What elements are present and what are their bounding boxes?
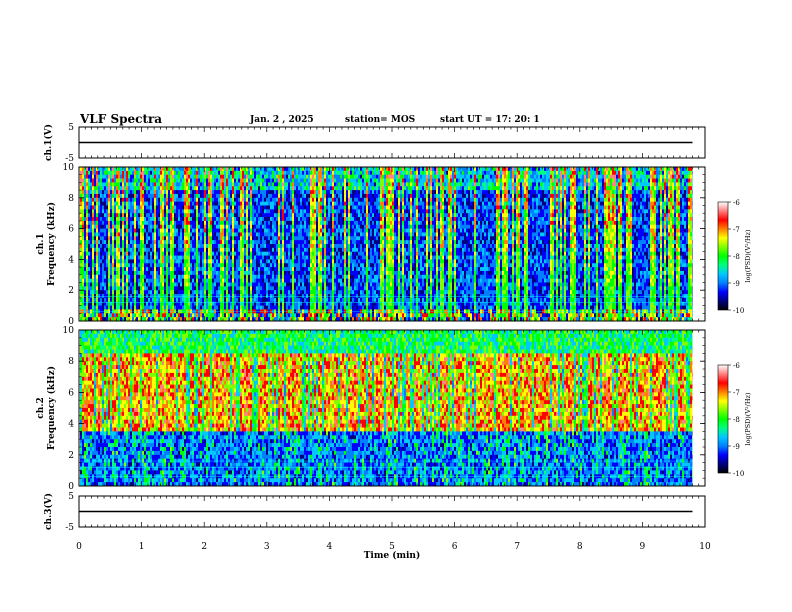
y-tick-label: 5 bbox=[68, 123, 74, 133]
spectrogram-1 bbox=[79, 167, 705, 321]
vlf-figure: 5-5ch.1(V)0246810ch.1 Frequency (kHz) -6-7… bbox=[0, 0, 792, 612]
waveform-ylabel: ch.1(V) bbox=[43, 124, 54, 161]
